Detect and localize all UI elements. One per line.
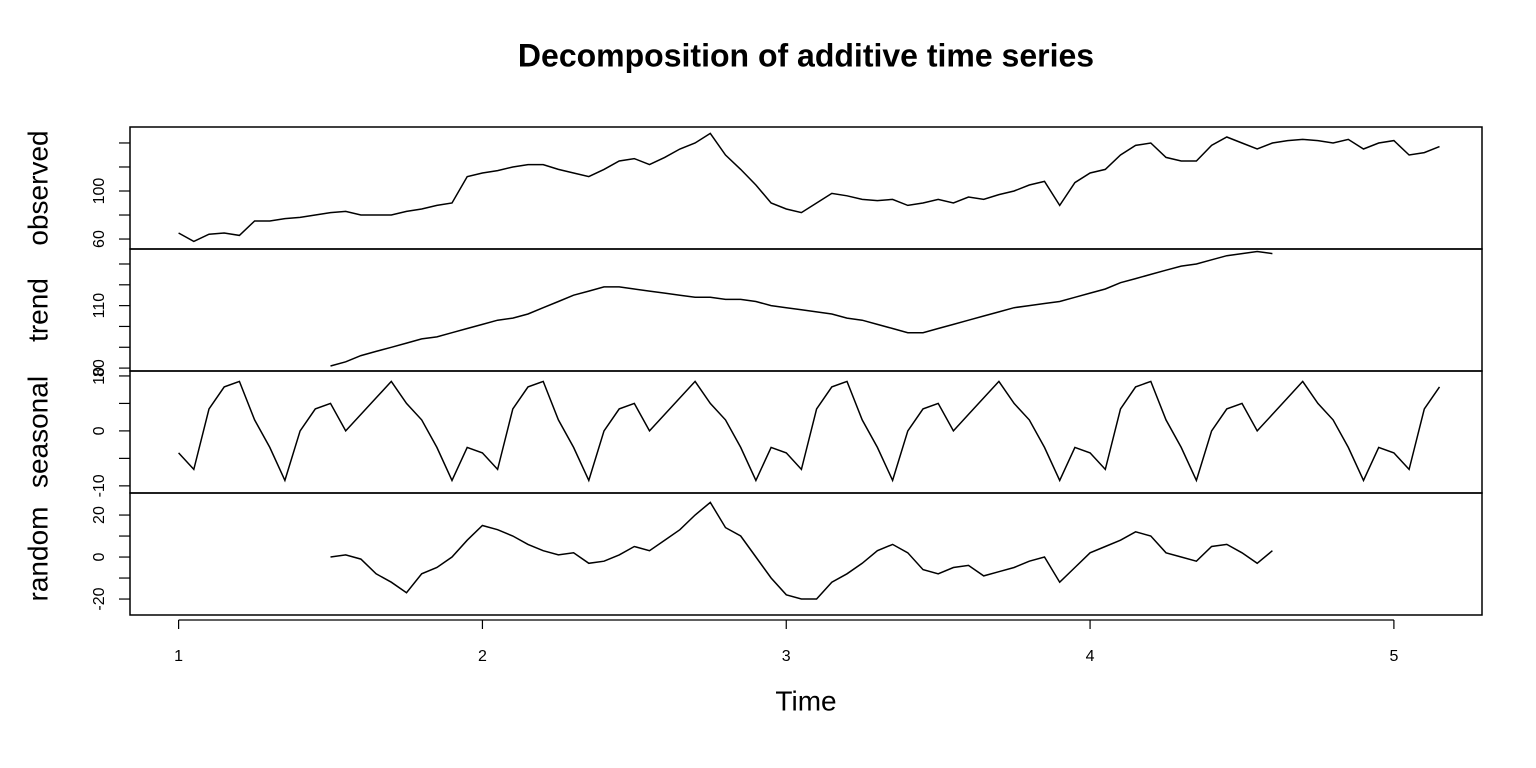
y-axis-title: random — [22, 507, 53, 602]
y-tick-label: -10 — [91, 474, 108, 497]
x-tick-label: 3 — [782, 648, 791, 665]
series-line — [330, 250, 1273, 367]
panel-frame — [129, 126, 1483, 250]
x-tick-label: 5 — [1389, 648, 1398, 665]
y-axis-title: observed — [22, 130, 53, 245]
panel-frame — [129, 370, 1483, 494]
series-line — [178, 380, 1441, 483]
x-axis-title: Time — [775, 685, 836, 716]
series-line — [330, 501, 1273, 600]
y-tick-label: 0 — [91, 426, 108, 435]
chart-title: Decomposition of additive time series — [518, 37, 1094, 73]
y-tick-label: 0 — [91, 552, 108, 561]
y-axis-title: trend — [22, 278, 53, 342]
x-tick-label: 4 — [1086, 648, 1095, 665]
y-tick-label: 110 — [91, 293, 108, 319]
x-tick-label: 2 — [478, 648, 487, 665]
y-tick-label: 100 — [91, 178, 108, 205]
y-tick-label: 80 — [91, 359, 108, 377]
x-tick-label: 1 — [174, 648, 183, 665]
panel-frame — [129, 492, 1483, 616]
y-tick-label: -20 — [91, 587, 108, 610]
y-tick-label: 10 — [91, 367, 108, 385]
y-axis-title: seasonal — [22, 376, 53, 488]
y-tick-label: 60 — [91, 230, 108, 248]
series-line — [178, 132, 1440, 243]
y-tick-label: 20 — [91, 506, 108, 524]
